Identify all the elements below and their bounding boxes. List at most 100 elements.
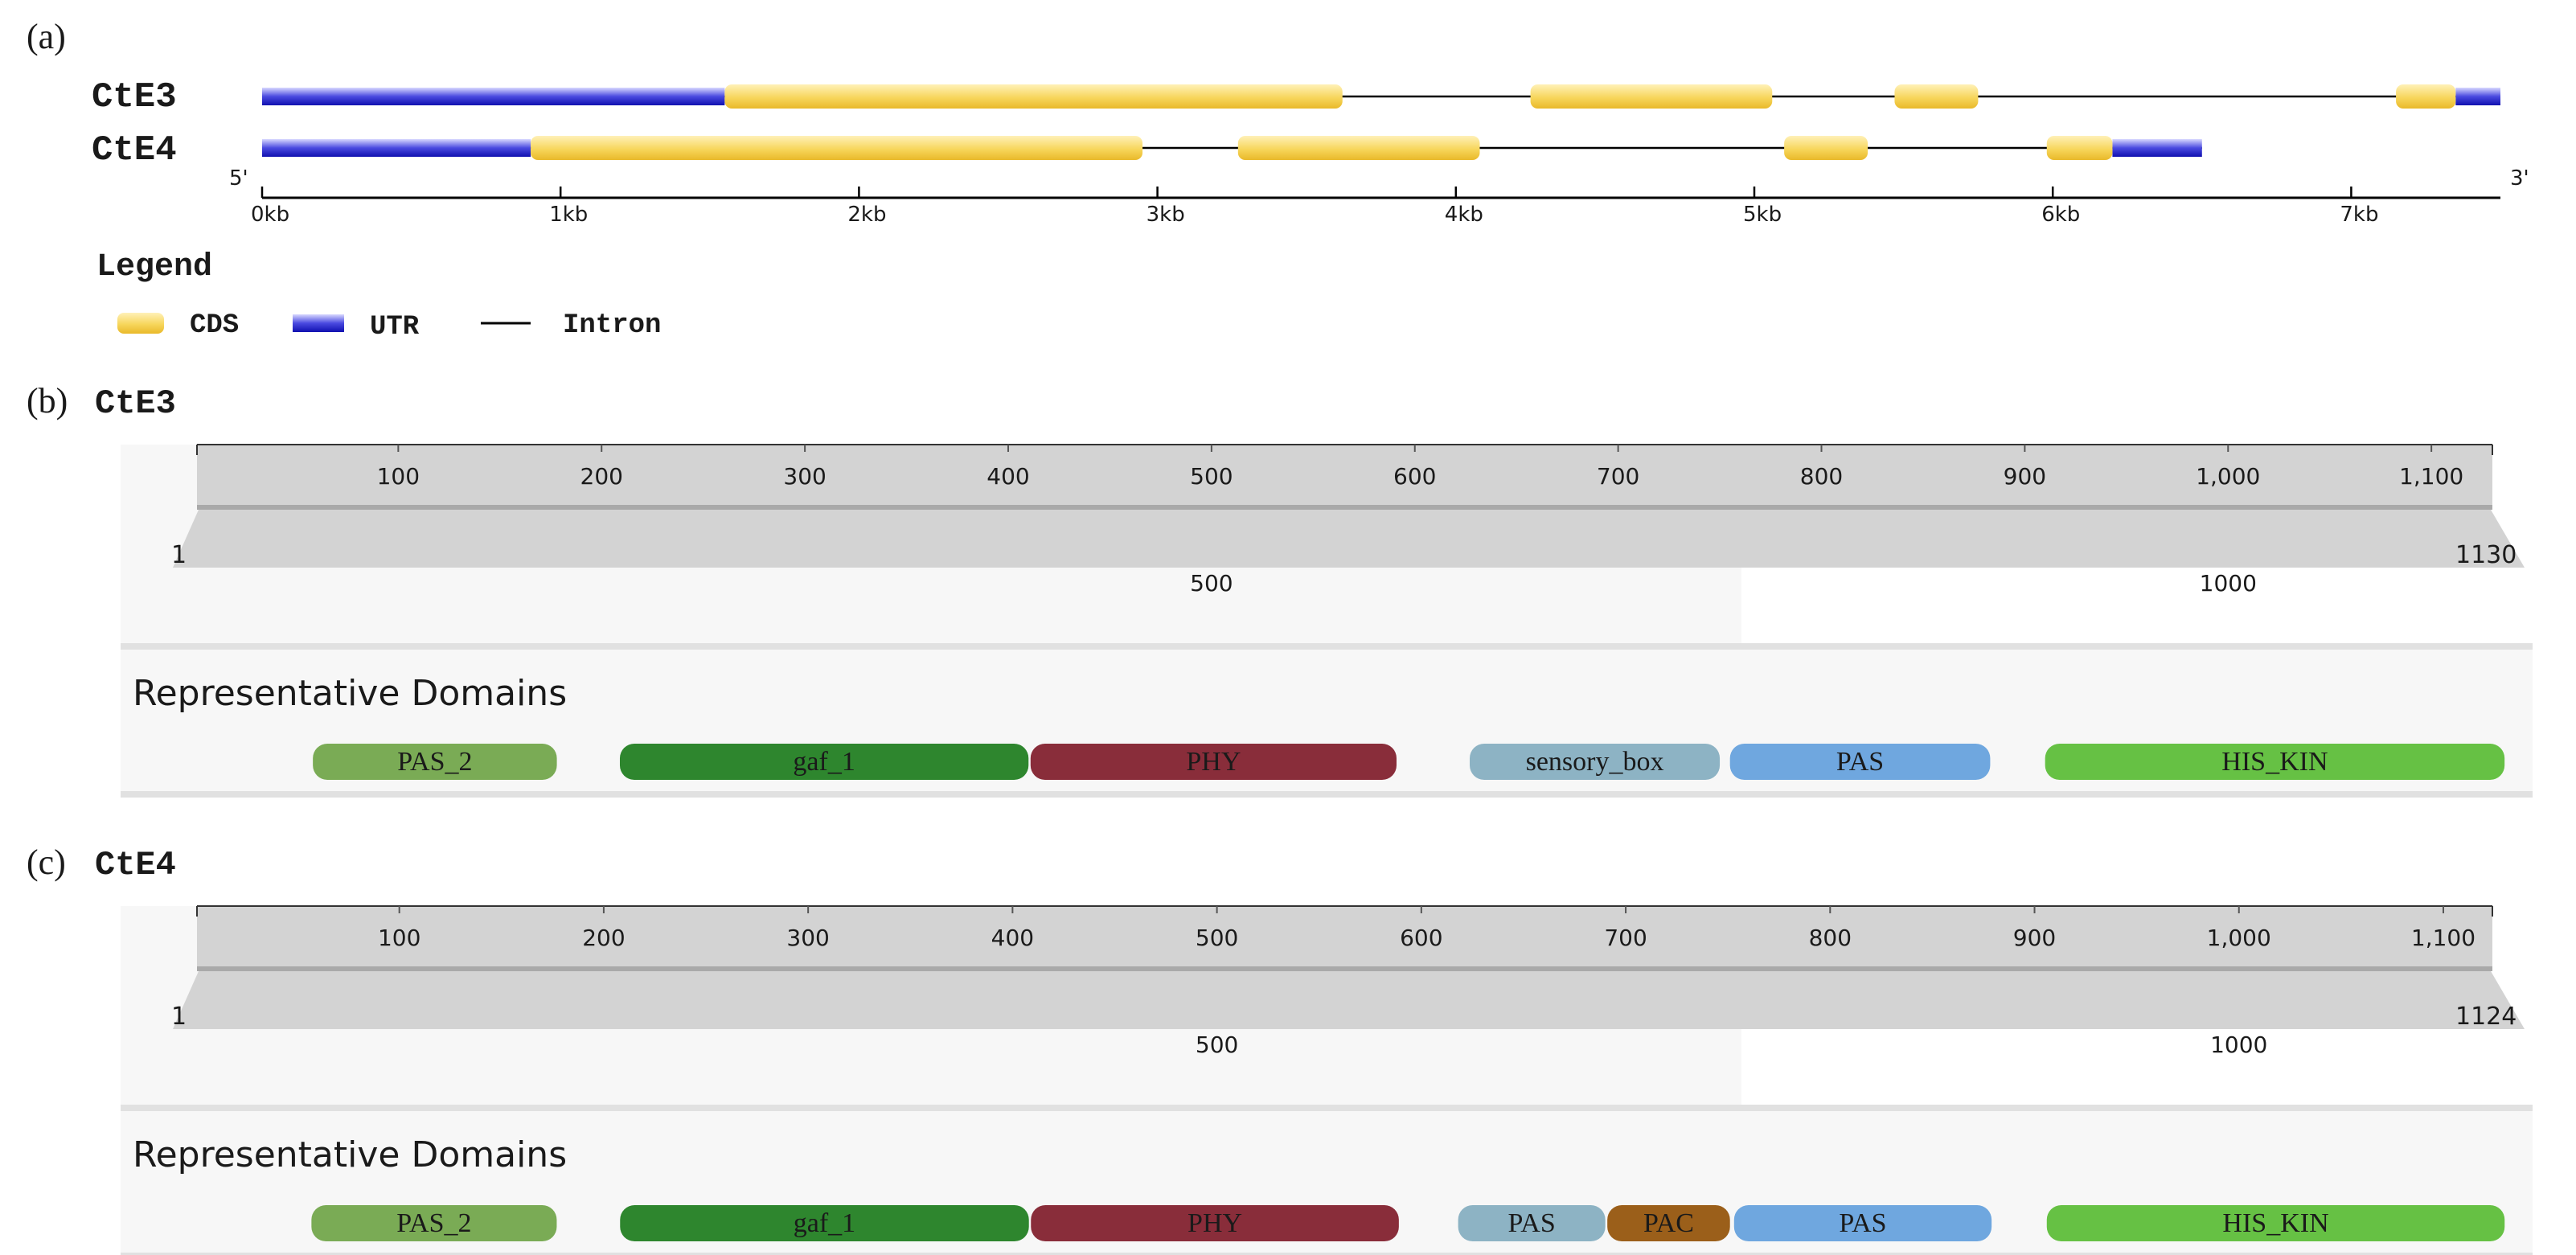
protein-name: CtE3: [95, 384, 176, 423]
domain-his-kin[interactable]: HIS_KIN: [2046, 1205, 2505, 1241]
legend-utr-label: UTR: [370, 312, 420, 342]
ruler-band-shadow: [197, 966, 2492, 971]
domain-pac[interactable]: PAC: [1607, 1205, 1730, 1241]
ruler-tick-label: 900: [2013, 925, 2056, 951]
three-prime-label: 3': [2510, 166, 2529, 191]
kb-tick-label: 0kb: [251, 203, 289, 227]
domain-pas[interactable]: PAS: [1729, 744, 1991, 780]
domain-phy[interactable]: PHY: [1031, 1205, 1399, 1241]
ruler-tick-label: 600: [1400, 925, 1442, 951]
kb-axis-ticks: 0kb 1kb 2kb 3kb 4kb 5kb 6kb 7kb: [251, 187, 2379, 227]
ruler-tick-label: 1,000: [2196, 463, 2260, 490]
ruler-tick-label: 700: [1597, 463, 1639, 490]
ruler-tick-label: 600: [1393, 463, 1436, 490]
domain-label: PAS: [1836, 747, 1884, 777]
domain-block[interactable]: [1031, 1205, 1399, 1241]
cds-segment: [1530, 84, 1773, 109]
ruler-tick-label: 300: [783, 463, 826, 490]
legend-utr-swatch: [293, 314, 344, 332]
utr-segment: [2112, 139, 2202, 157]
domain-phy[interactable]: PHY: [1030, 744, 1397, 780]
protein-name: CtE4: [95, 846, 176, 884]
ruler-band: [197, 445, 2492, 509]
legend-intron-label: Intron: [563, 310, 661, 341]
domain-label: gaf_1: [794, 1208, 855, 1238]
ruler-tick-label: 1,000: [2207, 925, 2271, 951]
domain-pas-2[interactable]: PAS_2: [313, 744, 557, 780]
domain-pas[interactable]: PAS: [1733, 1205, 1992, 1241]
gene-rows: CtE3 CtE4: [92, 77, 2500, 170]
sequence-band: [173, 510, 2525, 568]
cds-segment: [1237, 136, 1480, 160]
sequence-position-label: 1000: [2200, 570, 2257, 597]
cds-segment: [724, 84, 1343, 109]
section-divider: [121, 1105, 2533, 1111]
protein-panel-cte4: (c) CtE4 100 200 300 400 500 600 700 800 900 1,000 1…: [27, 843, 2533, 1255]
domain-label: sensory_box: [1526, 747, 1664, 777]
ruler-tick-label: 400: [991, 925, 1034, 951]
domain-label: PHY: [1188, 1208, 1242, 1238]
domain-his-kin[interactable]: HIS_KIN: [2045, 744, 2505, 780]
domain-block[interactable]: [1030, 744, 1397, 780]
sequence-band: [173, 971, 2525, 1029]
domain-block[interactable]: [620, 1205, 1029, 1241]
ruler-tick-label: 200: [582, 925, 625, 951]
domain-label: PAS: [1507, 1208, 1555, 1238]
cds-segment: [531, 136, 1143, 160]
kb-tick-label: 5kb: [1743, 203, 1782, 227]
domain-block[interactable]: [313, 744, 557, 780]
domain-gaf-1[interactable]: gaf_1: [620, 1205, 1029, 1241]
protein-panels: (b) CtE3 100 200 300 400 500 600 700 800 900 1,000 1…: [27, 381, 2533, 1255]
domains-bottom-border: [121, 791, 2533, 798]
domain-label: PAS_2: [396, 1208, 471, 1238]
legend-cds-swatch: [117, 313, 164, 334]
ruler-tick-label: 300: [786, 925, 829, 951]
domain-gaf-1[interactable]: gaf_1: [619, 744, 1029, 780]
sequence-length-label: 1124: [2455, 1003, 2517, 1031]
ruler-band-shadow: [197, 505, 2492, 510]
sequence-position-label: 1000: [2210, 1031, 2267, 1058]
ruler-tick-label: 100: [377, 463, 420, 490]
domains-title: Representative Domains: [133, 673, 567, 714]
domain-block[interactable]: [2046, 1205, 2505, 1241]
domain-block[interactable]: [1729, 744, 1991, 780]
domains-bottom-border: [121, 1253, 2533, 1255]
ruler-tick-label: 400: [987, 463, 1029, 490]
ruler-tick-label: 200: [580, 463, 623, 490]
domain-block[interactable]: [311, 1205, 557, 1241]
kb-tick-label: 2kb: [847, 203, 886, 227]
kb-tick-label: 3kb: [1146, 203, 1185, 227]
domain-block[interactable]: [1607, 1205, 1730, 1241]
cds-segment: [2046, 136, 2113, 160]
sequence-position-label: 500: [1190, 570, 1233, 597]
panel-label: (c): [27, 843, 66, 882]
sequence-length-label: 1130: [2455, 541, 2517, 569]
domains-title: Representative Domains: [133, 1134, 567, 1175]
domain-label: PAC: [1643, 1208, 1694, 1238]
ruler-tick-label: 900: [2004, 463, 2046, 490]
domain-pas-2[interactable]: PAS_2: [311, 1205, 557, 1241]
domain-label: gaf_1: [793, 747, 855, 777]
domain-block[interactable]: [1733, 1205, 1992, 1241]
gene-row-cte3: CtE3: [92, 77, 2500, 117]
gene-row-cte4: CtE4: [92, 130, 2202, 170]
sequence-start-label: 1: [171, 541, 187, 569]
five-prime-label: 5': [229, 166, 248, 191]
cds-segment: [2396, 84, 2456, 109]
panel-label: (b): [27, 381, 68, 420]
domain-sensory-box[interactable]: sensory_box: [1470, 744, 1721, 780]
kb-tick-label: 7kb: [2340, 203, 2378, 227]
domain-block[interactable]: [619, 744, 1029, 780]
domain-label: PHY: [1186, 747, 1241, 777]
domain-pas[interactable]: PAS: [1458, 1205, 1606, 1241]
domain-block[interactable]: [1458, 1205, 1606, 1241]
ruler-tick-label: 100: [378, 925, 420, 951]
gene-name-label: CtE4: [92, 130, 177, 170]
domain-block[interactable]: [1470, 744, 1721, 780]
ruler-tick-label: 800: [1809, 925, 1852, 951]
panel-a: (a) CtE3 CtE4 5' 3' 0kb 1kb 2kb 3kb 4kb 5kb 6kb…: [27, 17, 2529, 342]
utr-segment: [262, 88, 725, 105]
domain-block[interactable]: [2045, 744, 2505, 780]
ruler-band: [197, 906, 2492, 970]
